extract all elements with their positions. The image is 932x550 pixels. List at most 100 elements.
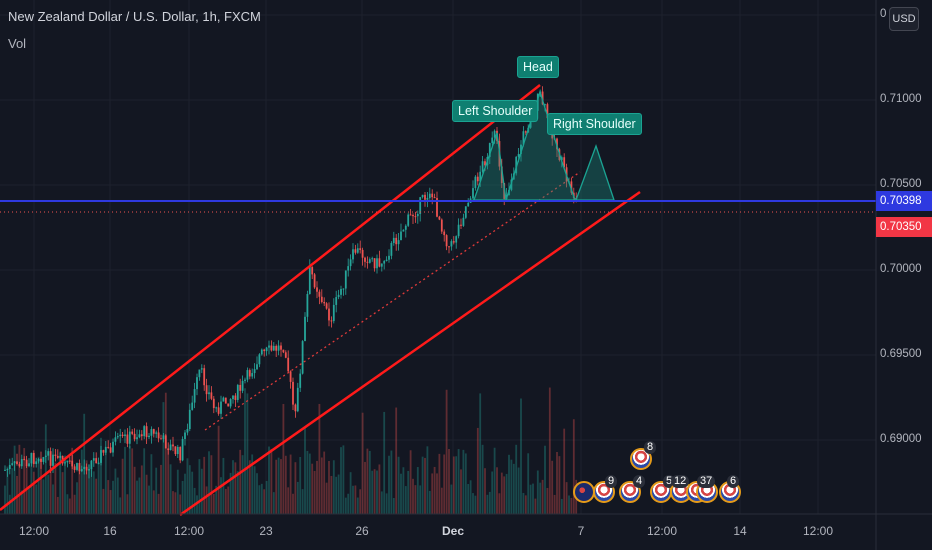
volume-bar — [61, 472, 64, 514]
head-label[interactable]: Head — [517, 56, 559, 78]
volume-bar — [131, 448, 134, 514]
candle-body — [450, 241, 453, 247]
currency-button[interactable]: USD — [889, 7, 919, 31]
candle-body — [484, 161, 486, 166]
channel-upper-line[interactable] — [0, 84, 541, 511]
candle-body — [196, 377, 198, 390]
time-label: 12:00 — [646, 524, 678, 538]
candle-body — [436, 197, 438, 217]
candle-body — [431, 193, 434, 198]
candle-body — [352, 249, 354, 260]
projected-right-shoulder[interactable] — [575, 144, 615, 201]
candle-body — [92, 458, 95, 461]
candle-body — [30, 452, 33, 464]
event-count: 9 — [605, 475, 618, 488]
time-label: 14 — [733, 524, 747, 538]
candle-body — [340, 289, 342, 295]
volume-bar — [30, 461, 33, 514]
volume-bar — [419, 485, 422, 514]
event-count: 4 — [633, 475, 646, 488]
volume-bar — [260, 483, 263, 514]
volume-bar — [150, 454, 153, 514]
candle-body — [419, 197, 422, 214]
volume-bars — [4, 387, 578, 514]
candle-body — [491, 137, 494, 144]
channel-lower-line[interactable] — [179, 190, 641, 517]
candle-body — [541, 91, 544, 105]
volume-bar — [35, 484, 38, 514]
candle-body — [258, 354, 261, 365]
symbol-title[interactable]: New Zealand Dollar / U.S. Dollar, 1h, FX… — [8, 9, 261, 24]
candle-body — [368, 259, 371, 263]
volume-bar — [436, 473, 438, 514]
volume-bar — [469, 480, 472, 514]
candle-body — [251, 373, 254, 377]
volume-bar — [4, 485, 6, 514]
volume-bar — [520, 398, 522, 514]
volume-bar — [109, 490, 112, 514]
candle-body — [54, 454, 57, 456]
candle-body — [337, 294, 340, 298]
candle-body — [164, 435, 167, 449]
candle-body — [388, 255, 390, 260]
volume-bar — [32, 471, 35, 514]
candle-body — [272, 345, 275, 351]
volume-bar — [570, 497, 573, 514]
volume-bar — [563, 428, 566, 514]
current-price-tag: 0.70398 — [876, 191, 932, 211]
candle-body — [114, 437, 117, 442]
candle-body — [474, 176, 477, 189]
volume-bar — [284, 455, 287, 514]
left-shoulder-label[interactable]: Left Shoulder — [452, 100, 539, 122]
volume-bar — [277, 457, 280, 514]
candle-body — [42, 457, 45, 462]
candle-body — [253, 369, 256, 374]
candle-body — [517, 154, 520, 157]
volume-bar — [364, 461, 366, 514]
candle-body — [563, 157, 566, 168]
candle-body — [385, 259, 388, 261]
price-label-top: 0 — [880, 8, 887, 20]
volume-bar — [287, 487, 290, 514]
event-us-flag-icon[interactable] — [630, 448, 652, 470]
candle-body — [296, 387, 299, 412]
volume-bar — [47, 474, 50, 514]
volume-bar — [488, 491, 491, 514]
event-nz-flag-icon[interactable] — [573, 481, 595, 503]
candle-body — [407, 214, 410, 226]
candle-body — [47, 451, 50, 456]
volume-bar — [421, 456, 424, 514]
candle-body — [428, 193, 431, 198]
candle-body — [121, 434, 124, 437]
candle-body — [52, 454, 54, 466]
volume-bar — [13, 445, 16, 514]
candle-body — [145, 426, 148, 438]
volume-bar — [220, 477, 222, 514]
candle-body — [335, 297, 338, 305]
volume-bar — [258, 485, 261, 514]
volume-bar — [124, 446, 126, 514]
candle-body — [380, 263, 383, 267]
volume-bar — [191, 471, 194, 514]
volume-bar — [270, 448, 273, 514]
volume-bar — [280, 459, 282, 514]
volume-bar — [332, 460, 335, 514]
candle-body — [97, 462, 100, 464]
volume-bar — [54, 462, 57, 514]
volume-indicator-label[interactable]: Vol — [8, 36, 27, 51]
candle-body — [11, 463, 14, 465]
candle-body — [191, 402, 194, 410]
candle-body — [344, 270, 347, 289]
volume-bar — [145, 474, 148, 514]
volume-bar — [212, 493, 215, 514]
volume-bar — [210, 455, 213, 514]
volume-bar — [138, 477, 141, 514]
right-shoulder-label[interactable]: Right Shoulder — [547, 113, 642, 135]
candle-body — [136, 437, 138, 440]
volume-bar — [335, 476, 338, 514]
candle-body — [222, 397, 225, 402]
volume-bar — [347, 493, 350, 514]
volume-bar — [452, 456, 455, 514]
candle-body — [157, 432, 160, 439]
